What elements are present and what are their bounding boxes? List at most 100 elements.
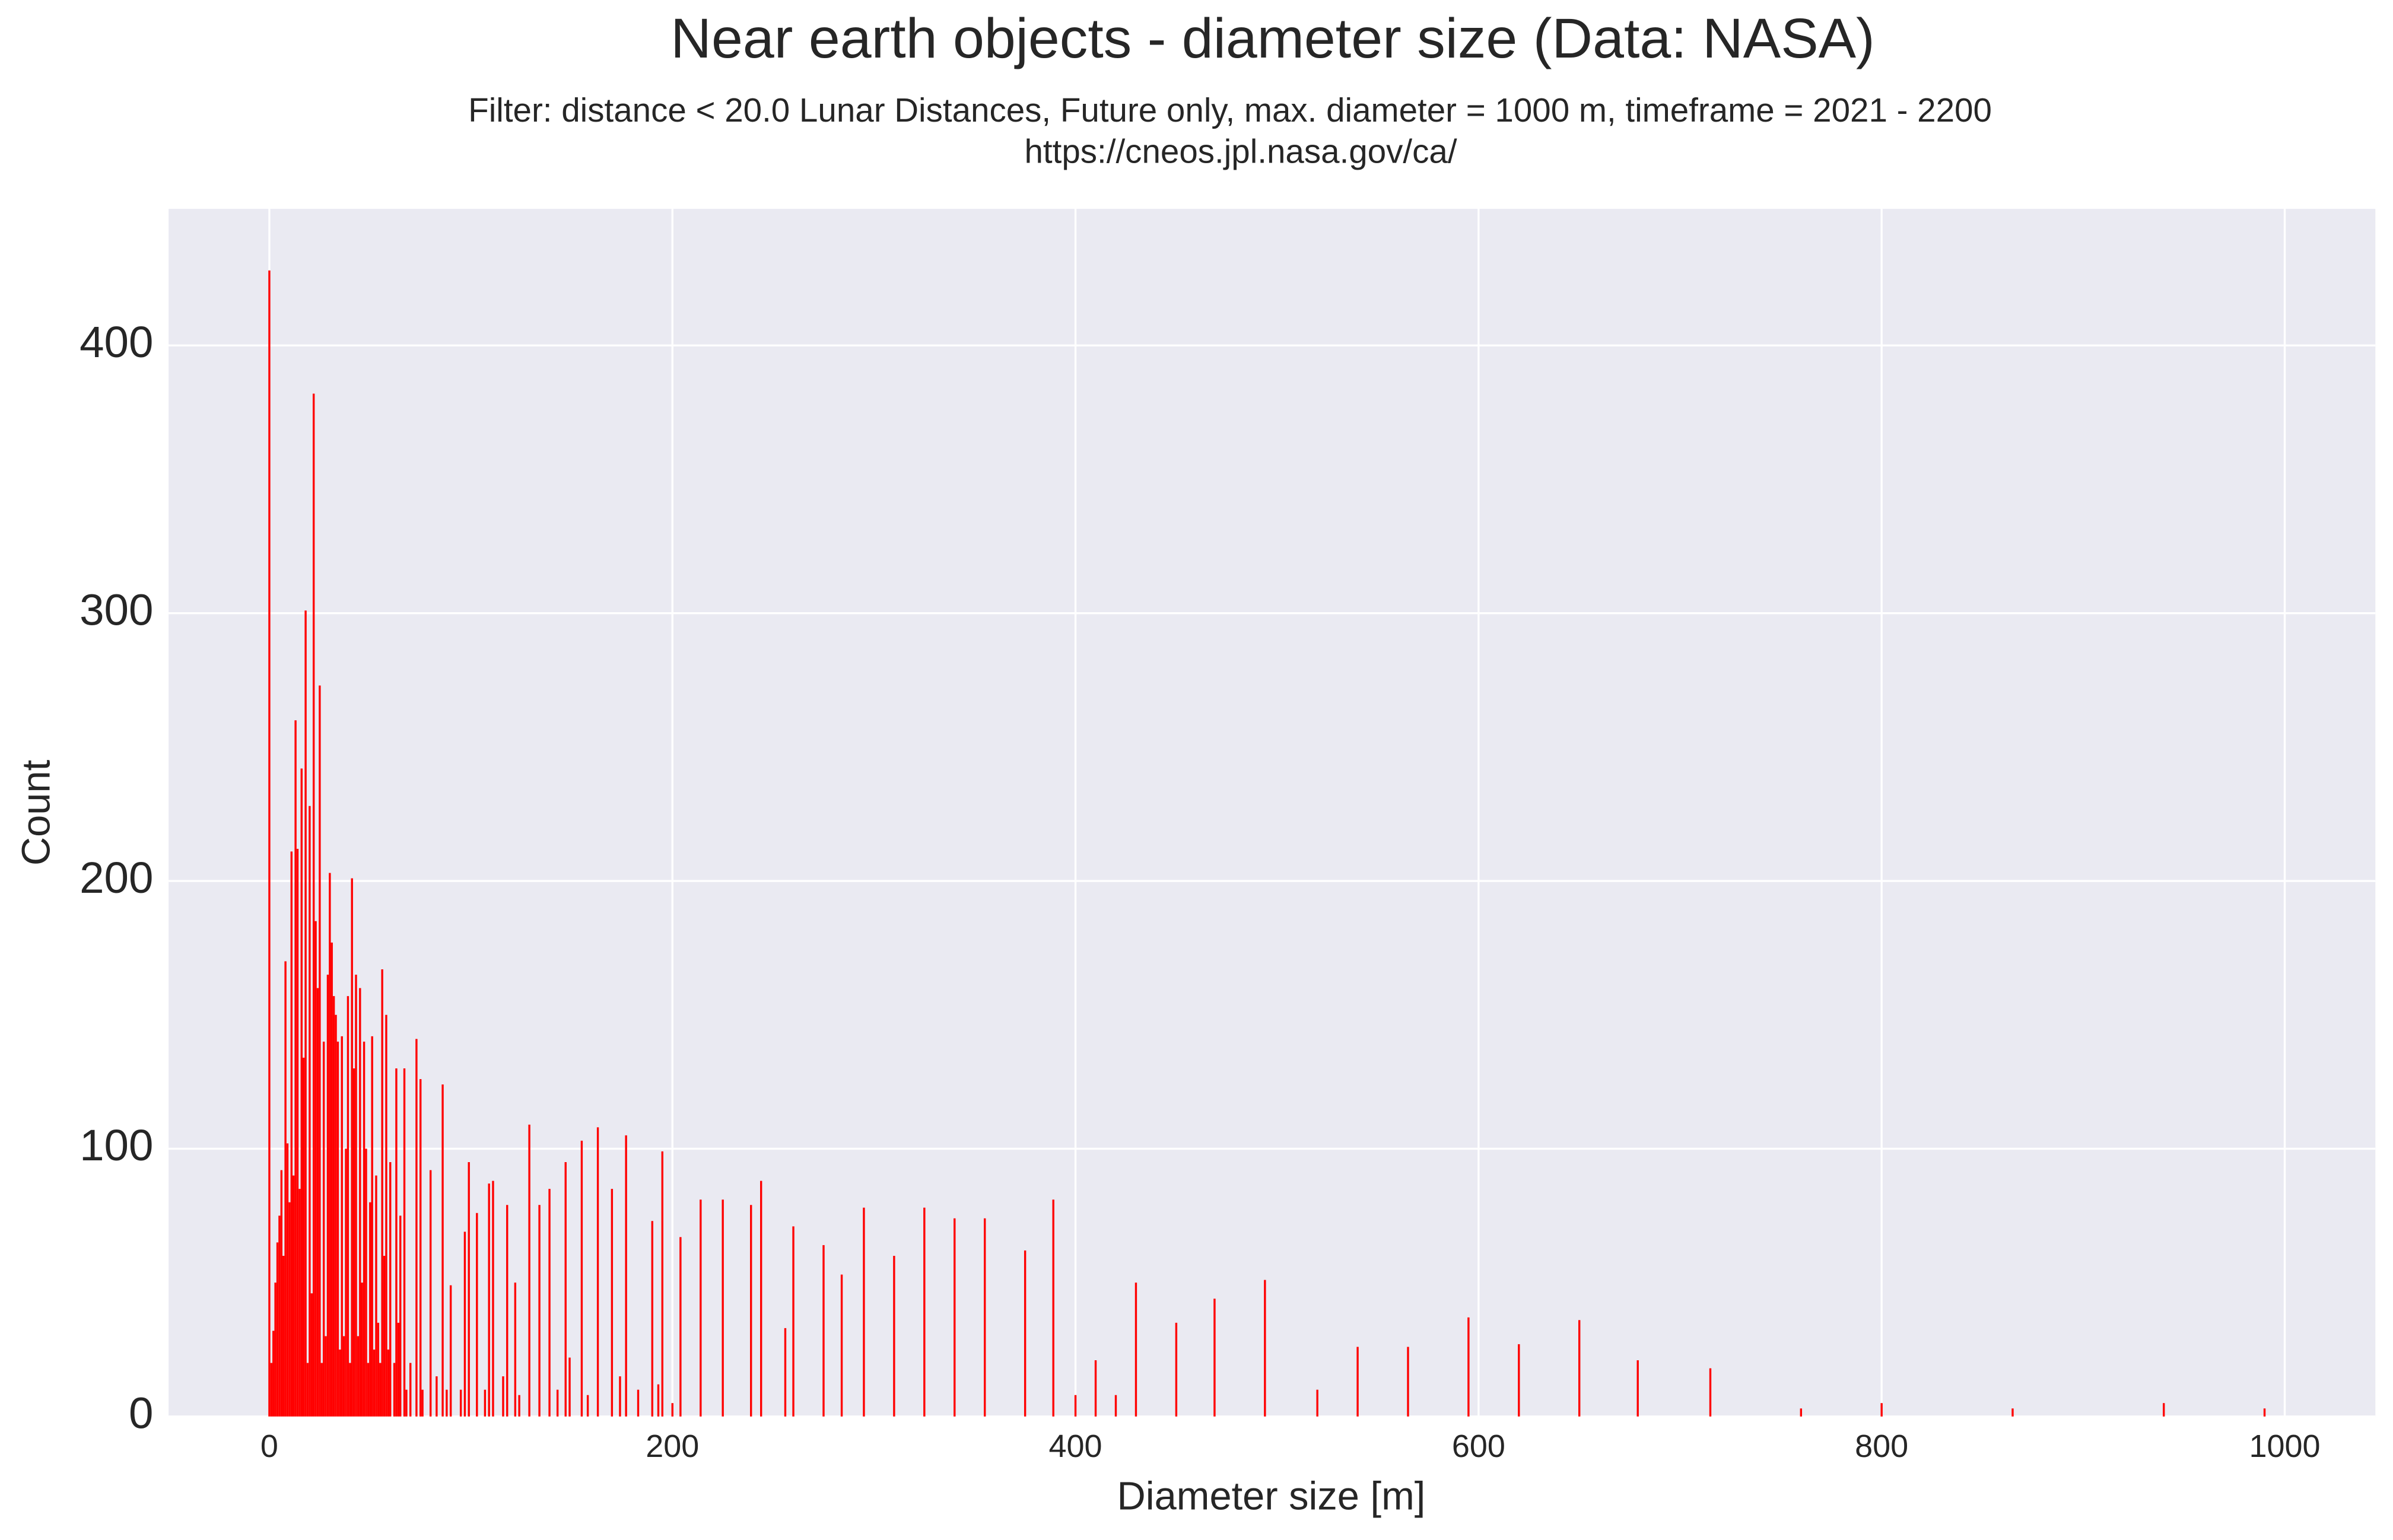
bar — [309, 806, 311, 1417]
bar — [294, 720, 297, 1417]
bar — [2163, 1403, 2165, 1417]
bar — [1134, 1283, 1137, 1417]
bar — [359, 988, 361, 1417]
bar — [314, 921, 317, 1417]
bar — [1467, 1317, 1470, 1417]
bar — [637, 1389, 640, 1417]
bar — [312, 393, 315, 1417]
bar — [484, 1389, 487, 1417]
bar — [367, 1363, 370, 1417]
y-tick-label: 0 — [129, 1388, 153, 1437]
bar — [320, 1363, 323, 1417]
bar — [375, 1175, 377, 1417]
bar — [528, 1124, 530, 1417]
bar — [405, 1389, 408, 1417]
bar — [280, 1170, 283, 1417]
y-tick-label: 100 — [80, 1121, 153, 1170]
bar — [389, 1162, 392, 1417]
bar — [296, 848, 299, 1417]
bar — [1024, 1250, 1027, 1417]
bar — [1356, 1347, 1359, 1417]
bar — [342, 1336, 345, 1417]
bar — [352, 1068, 355, 1417]
x-tick-label: 800 — [1855, 1428, 1908, 1464]
bar — [611, 1189, 614, 1417]
x-axis-label: Diameter size [m] — [1117, 1474, 1426, 1518]
bar — [335, 1014, 337, 1417]
bar — [488, 1183, 490, 1417]
bar — [784, 1328, 787, 1417]
bar — [429, 1170, 432, 1417]
bar — [1175, 1322, 1178, 1417]
bar — [282, 1255, 285, 1417]
bar — [349, 1363, 351, 1417]
bar — [284, 961, 287, 1417]
bar — [330, 942, 333, 1417]
bar — [403, 1068, 406, 1417]
bar — [580, 1140, 583, 1417]
bar — [792, 1226, 795, 1417]
bar — [657, 1384, 660, 1417]
chart-source: https://cneos.jpl.nasa.gov/ca/ — [1025, 133, 1457, 170]
bar — [840, 1274, 843, 1417]
bar — [863, 1207, 865, 1417]
bar — [278, 1216, 281, 1417]
bar — [441, 1084, 444, 1417]
x-tick-label: 0 — [260, 1428, 278, 1464]
bar — [326, 975, 329, 1417]
bar — [984, 1218, 986, 1417]
bar — [355, 975, 357, 1417]
bar — [954, 1218, 956, 1417]
bar — [1074, 1395, 1077, 1417]
bar — [586, 1395, 589, 1417]
bar — [619, 1376, 621, 1417]
bar — [373, 1349, 376, 1417]
bar — [1052, 1199, 1054, 1417]
bar — [459, 1389, 462, 1417]
bar — [1800, 1408, 1803, 1417]
bar — [476, 1213, 478, 1417]
bar — [419, 1079, 422, 1417]
bar — [363, 1041, 366, 1417]
bar — [564, 1162, 567, 1417]
bar — [449, 1285, 452, 1417]
bar — [556, 1389, 559, 1417]
bar — [679, 1237, 682, 1417]
bar — [369, 1202, 371, 1417]
y-tick-label: 300 — [80, 585, 153, 634]
bar — [351, 878, 353, 1417]
bar — [397, 1322, 400, 1417]
bar — [310, 1293, 313, 1417]
bar — [596, 1127, 599, 1417]
bar — [1578, 1320, 1581, 1417]
x-tick-label: 200 — [646, 1428, 699, 1464]
bar — [421, 1389, 424, 1417]
chart-subtitle: Filter: distance < 20.0 Lunar Distances,… — [468, 91, 1992, 129]
bar — [518, 1395, 520, 1417]
bar — [671, 1403, 673, 1417]
bar — [322, 1041, 325, 1417]
bars — [268, 270, 2266, 1417]
bar — [446, 1389, 448, 1417]
y-tick-label: 400 — [80, 317, 153, 367]
bar — [1518, 1344, 1520, 1417]
x-tick-label: 1000 — [2249, 1428, 2320, 1464]
bar — [722, 1199, 724, 1417]
bar — [625, 1135, 627, 1417]
bar — [302, 1057, 305, 1417]
bar — [1114, 1395, 1117, 1417]
bar — [290, 851, 293, 1417]
bar — [2263, 1408, 2266, 1417]
bar — [415, 1039, 418, 1417]
bar — [395, 1068, 398, 1417]
y-tick-label: 200 — [80, 853, 153, 902]
bar — [336, 1041, 339, 1417]
bar — [1636, 1360, 1639, 1417]
bar — [293, 1175, 295, 1417]
bar — [502, 1376, 504, 1417]
bar — [341, 1036, 343, 1417]
bar — [514, 1283, 517, 1417]
bar — [1316, 1389, 1318, 1417]
